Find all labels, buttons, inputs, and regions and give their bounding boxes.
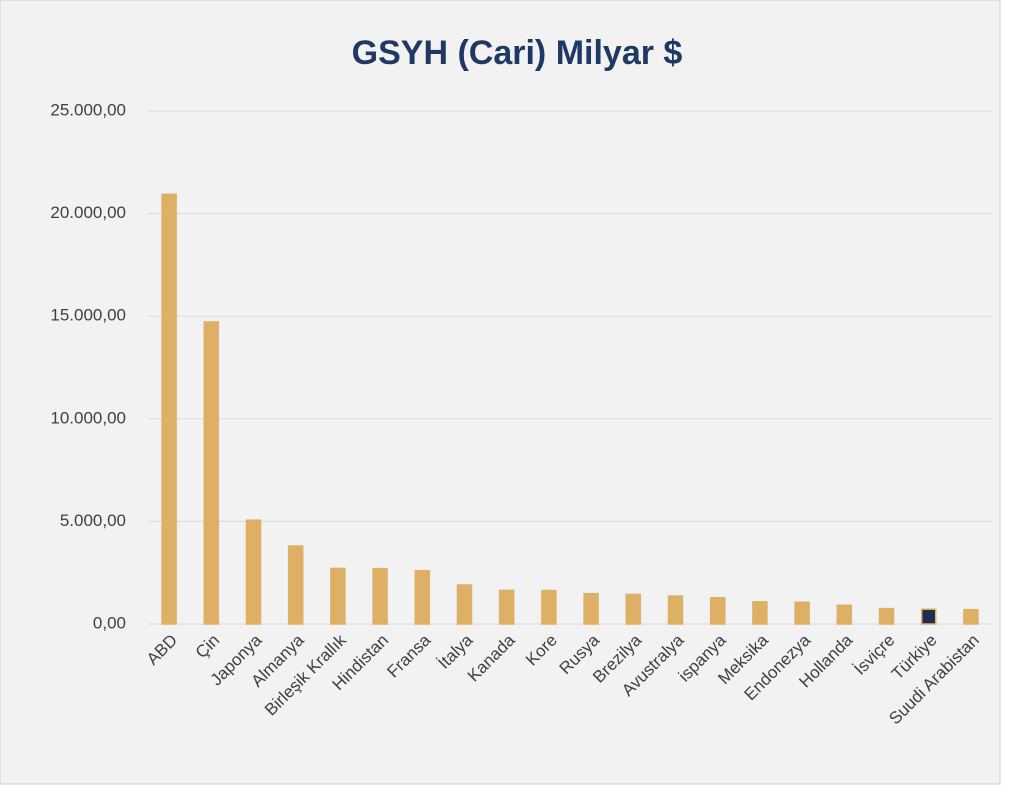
bar	[752, 601, 768, 625]
y-tick-label: 5.000,00	[60, 511, 126, 530]
bar	[330, 567, 346, 625]
bar	[583, 592, 599, 625]
bar	[963, 608, 979, 625]
y-tick-label: 20.000,00	[50, 203, 126, 222]
y-tick-label: 10.000,00	[50, 408, 126, 427]
chart-title: GSYH (Cari) Milyar $	[352, 34, 683, 72]
bar	[709, 596, 726, 625]
bar	[161, 193, 177, 625]
bar	[836, 604, 853, 625]
bar	[203, 321, 220, 625]
bar	[287, 545, 304, 625]
bar	[625, 593, 642, 625]
bar	[456, 584, 473, 625]
bar	[667, 595, 684, 625]
y-tick-label: 25.000,00	[50, 100, 126, 119]
bar	[878, 607, 895, 625]
bar	[541, 589, 557, 625]
bar	[498, 589, 515, 625]
bar	[920, 608, 937, 625]
bar	[372, 567, 388, 625]
bar	[794, 601, 810, 625]
y-tick-label: 0,00	[93, 613, 126, 632]
bar	[245, 519, 262, 625]
bar	[414, 569, 431, 625]
y-tick-label: 15.000,00	[50, 306, 126, 325]
